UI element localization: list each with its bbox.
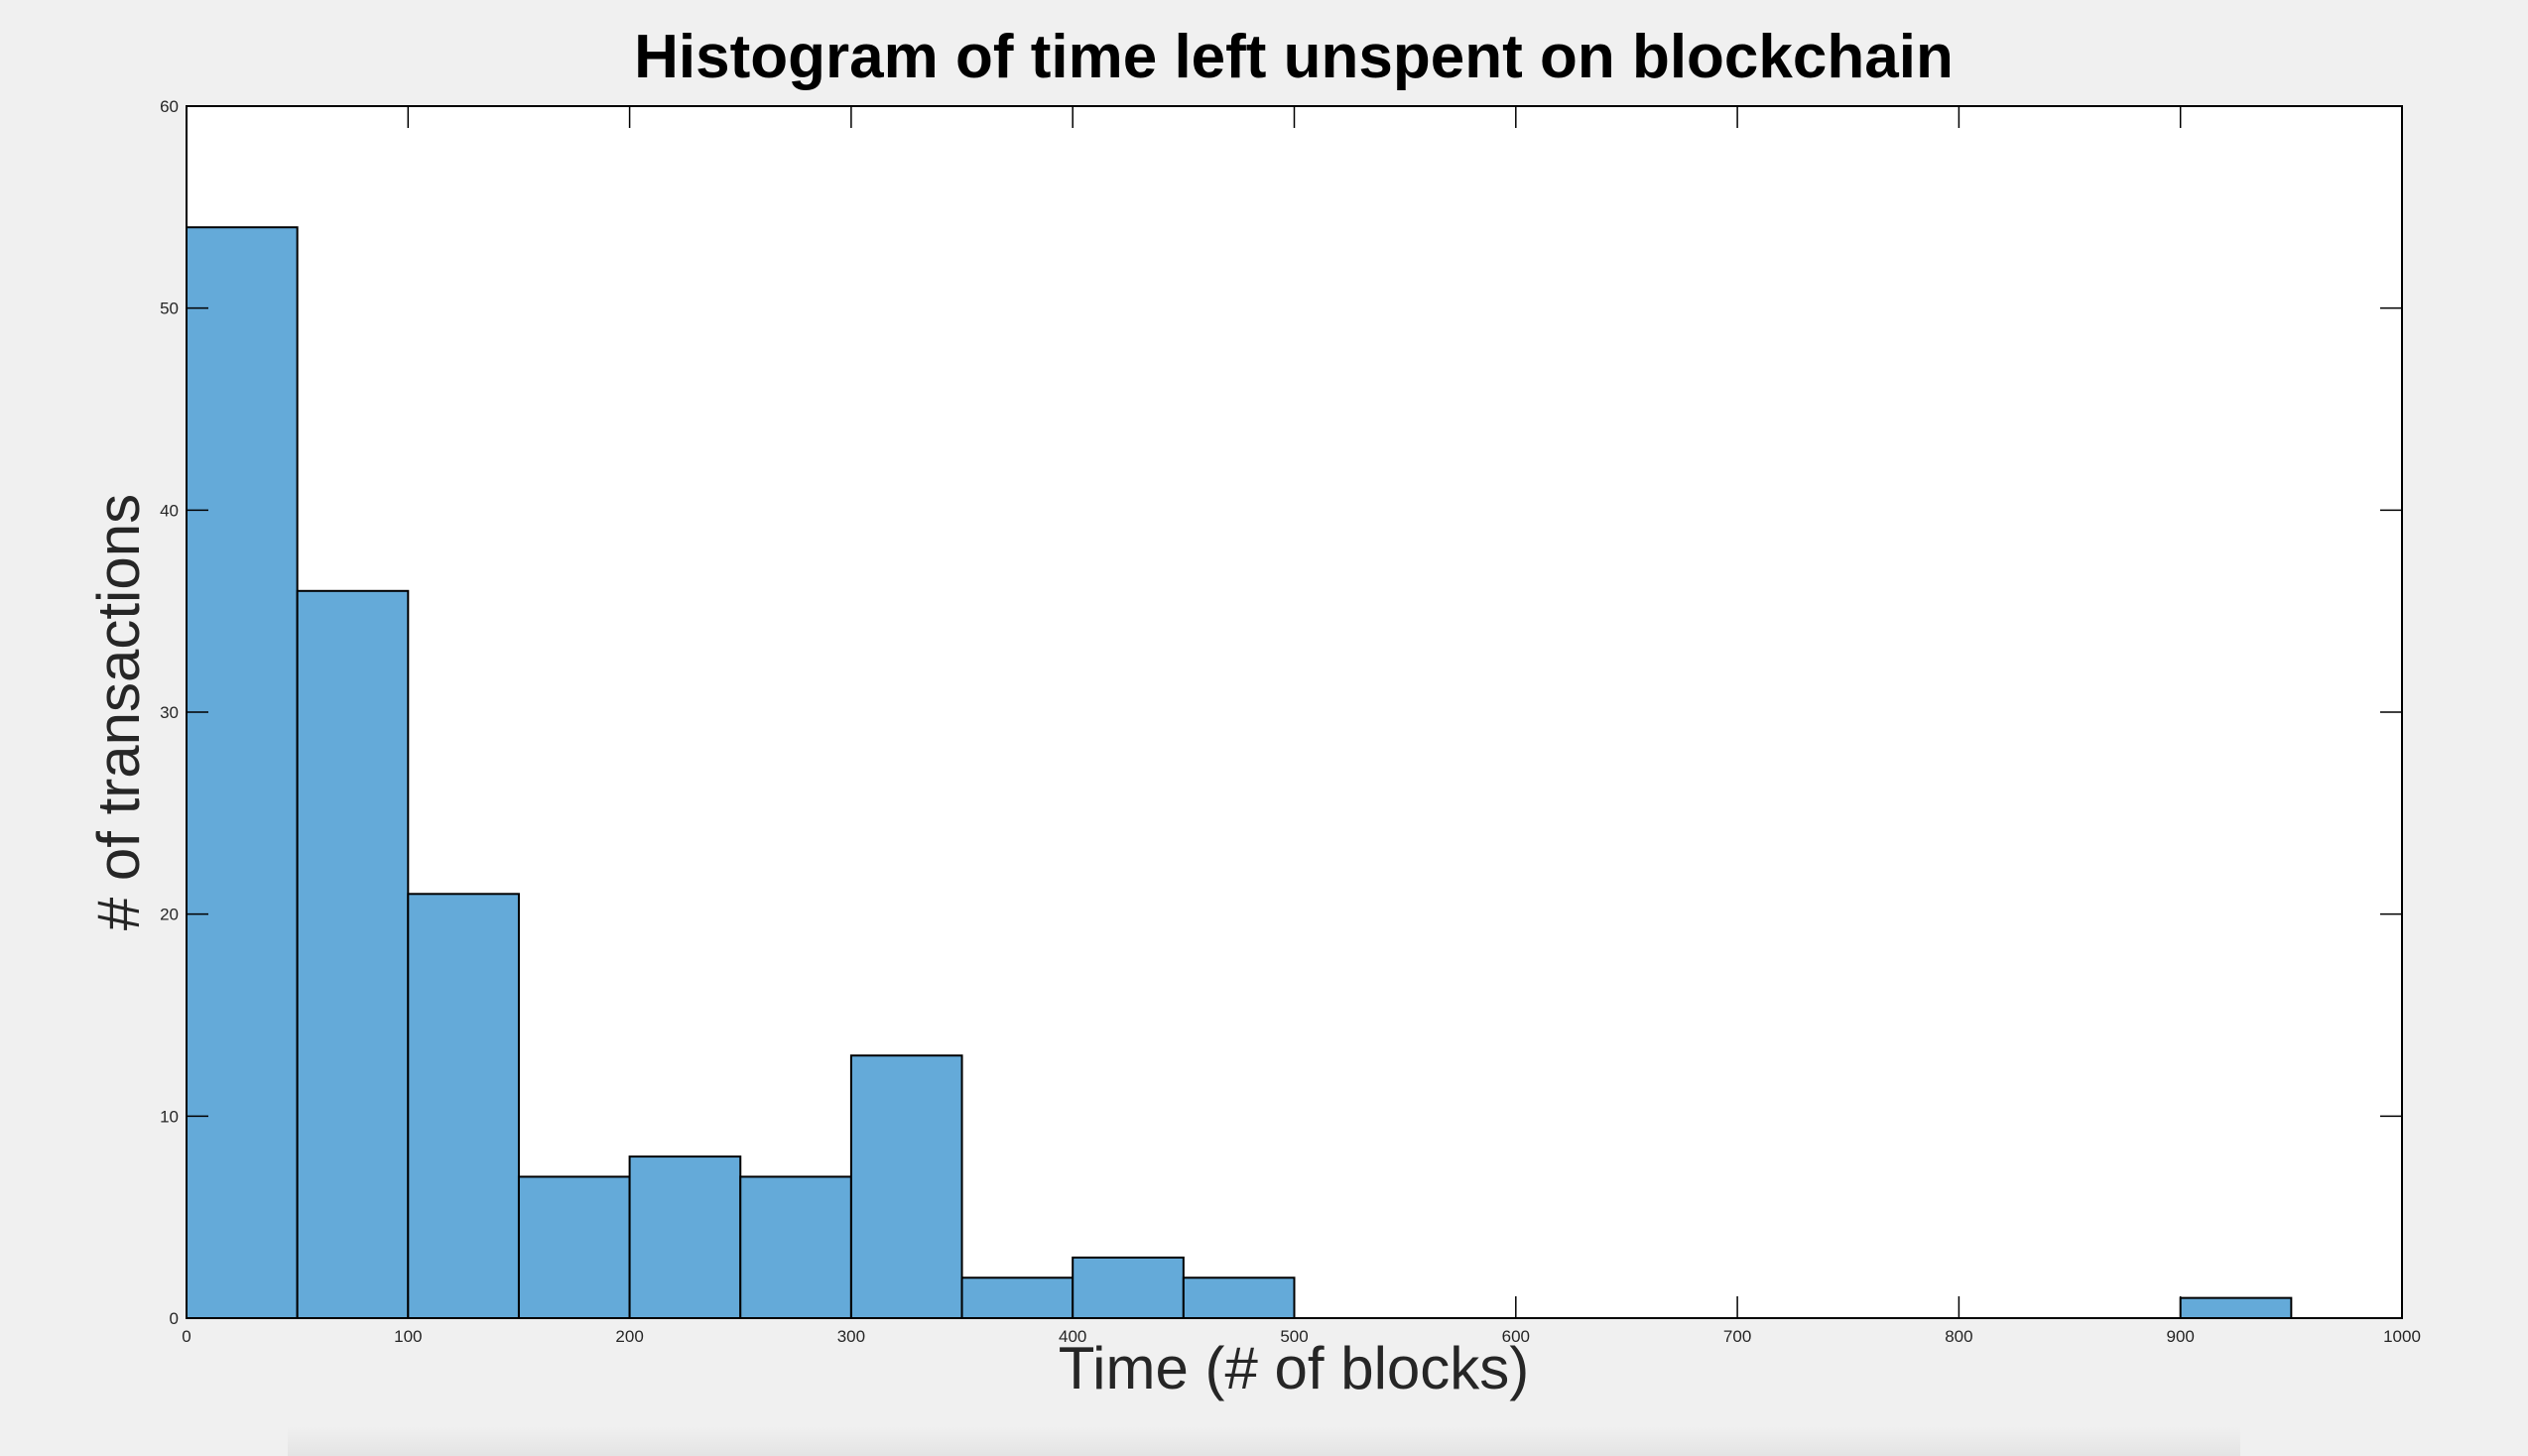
y-tick-label: 30: [160, 703, 179, 722]
x-tick-label: 100: [394, 1327, 422, 1346]
y-axis-label: # of transactions: [85, 494, 152, 930]
chart-title: Histogram of time left unspent on blockc…: [634, 23, 1954, 91]
axes-box: [186, 105, 2403, 1319]
y-tick-label: 10: [160, 1107, 179, 1126]
x-tick-label: 400: [1059, 1327, 1086, 1346]
histogram-bar: [296, 589, 410, 1319]
x-tick-label: 500: [1280, 1327, 1308, 1346]
y-tick-label: 20: [160, 906, 179, 924]
x-tick-label: 0: [182, 1327, 190, 1346]
x-tick-label: 1000: [2383, 1327, 2421, 1346]
y-tick-label: 40: [160, 501, 179, 520]
histogram-bar: [960, 1276, 1074, 1320]
histogram-bar: [517, 1175, 631, 1320]
x-tick-label: 900: [2167, 1327, 2195, 1346]
histogram-bar: [186, 226, 299, 1320]
x-tick-label: 800: [1945, 1327, 1972, 1346]
x-tick-label: 600: [1502, 1327, 1530, 1346]
axes-background: [187, 106, 2402, 1318]
histogram-bar: [739, 1175, 852, 1320]
x-tick-label: 300: [837, 1327, 865, 1346]
y-tick-label: 0: [170, 1309, 179, 1328]
bars-group: [186, 226, 2293, 1320]
x-axis-label: Time (# of blocks): [1059, 1335, 1530, 1401]
histogram-bar: [849, 1054, 963, 1319]
y-tick-label: 60: [160, 97, 179, 116]
histogram-bar: [1072, 1256, 1185, 1320]
ticks-group: 0 100 200 300 400 500 600 700 800 900 1000 0 10 20 30 4…: [160, 97, 2421, 1346]
histogram-bar: [628, 1155, 742, 1319]
x-tick-label: 700: [1723, 1327, 1751, 1346]
histogram-bar: [407, 893, 520, 1319]
x-tick-label: 200: [615, 1327, 643, 1346]
y-tick-label: 50: [160, 300, 179, 318]
histogram-bar: [1182, 1276, 1296, 1320]
histogram-bar: [2179, 1296, 2293, 1319]
